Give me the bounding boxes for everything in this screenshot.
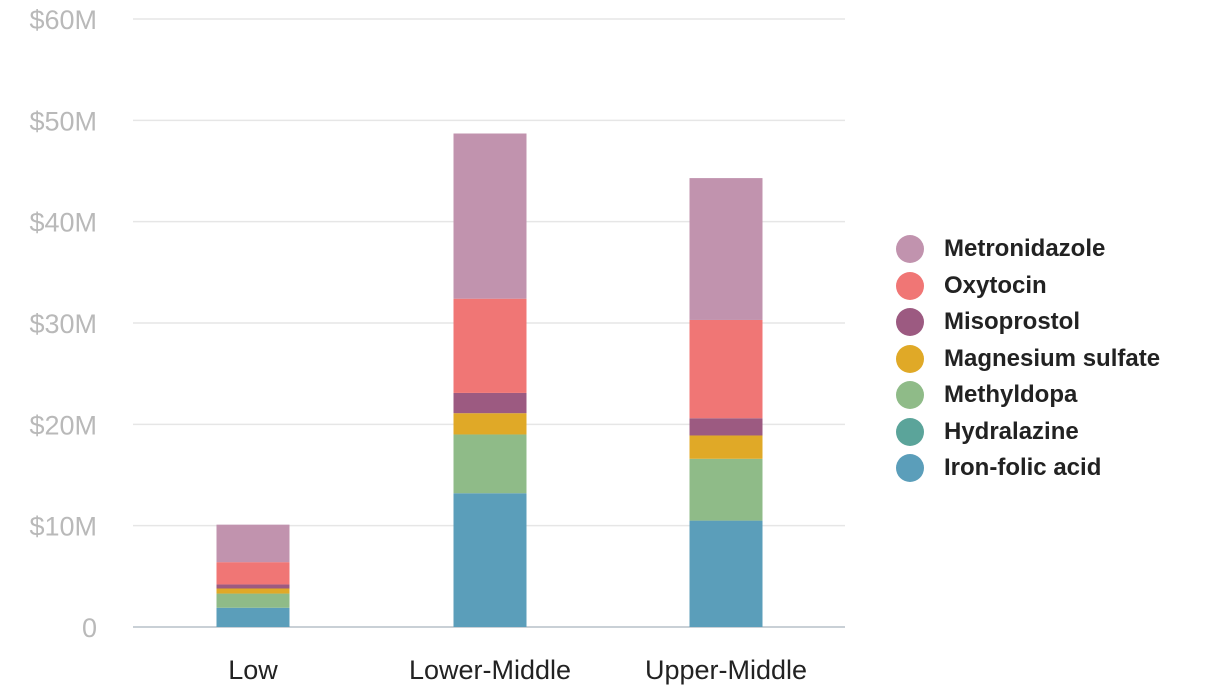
- bar-segment: [454, 393, 527, 413]
- y-tick-label: $30M: [29, 309, 97, 339]
- legend-label: Magnesium sulfate: [944, 345, 1160, 373]
- bar-segment: [454, 134, 527, 299]
- legend-item: Hydralazine: [896, 414, 1160, 451]
- bar-segment: [690, 320, 763, 418]
- bar-segment: [690, 418, 763, 435]
- legend-swatch: [896, 418, 924, 446]
- legend-item: Iron-folic acid: [896, 450, 1160, 487]
- legend-label: Oxytocin: [944, 272, 1047, 300]
- bar-segment: [454, 434, 527, 493]
- bar-segment: [690, 435, 763, 458]
- bar-segment: [217, 588, 290, 593]
- y-tick-label: $60M: [29, 5, 97, 35]
- bar-segment: [217, 594, 290, 608]
- legend-label: Iron-folic acid: [944, 454, 1101, 482]
- x-axis: Low Lower-Middle Upper-Middle: [228, 655, 807, 685]
- bar-segment: [690, 459, 763, 521]
- x-tick-label: Upper-Middle: [645, 655, 807, 685]
- bar-segment: [690, 521, 763, 627]
- y-tick-label: $40M: [29, 208, 97, 238]
- legend-label: Methyldopa: [944, 381, 1077, 409]
- legend-label: Metronidazole: [944, 235, 1105, 263]
- legend-label: Hydralazine: [944, 418, 1079, 446]
- bar-segment: [217, 608, 290, 627]
- legend-item: Misoprostol: [896, 304, 1160, 341]
- y-tick-label: $10M: [29, 512, 97, 542]
- legend-label: Misoprostol: [944, 308, 1080, 336]
- legend-swatch: [896, 345, 924, 373]
- bar-segment: [217, 584, 290, 588]
- x-tick-label: Lower-Middle: [409, 655, 571, 685]
- legend-swatch: [896, 308, 924, 336]
- legend-swatch: [896, 235, 924, 263]
- bar-segment: [217, 525, 290, 562]
- legend-item: Methyldopa: [896, 377, 1160, 414]
- legend-swatch: [896, 272, 924, 300]
- bar-segment: [454, 413, 527, 434]
- legend-item: Magnesium sulfate: [896, 341, 1160, 378]
- bars: [217, 134, 763, 627]
- y-tick-label: $50M: [29, 106, 97, 136]
- x-tick-label: Low: [228, 655, 278, 685]
- legend: Metronidazole Oxytocin Misoprostol Magne…: [896, 231, 1160, 487]
- y-tick-label: $20M: [29, 410, 97, 440]
- legend-swatch: [896, 381, 924, 409]
- y-tick-label: 0: [82, 613, 97, 643]
- bar-segment: [454, 493, 527, 627]
- bar-segment: [690, 178, 763, 320]
- bar-segment: [217, 562, 290, 584]
- legend-item: Metronidazole: [896, 231, 1160, 268]
- y-axis: 0 $10M $20M $30M $40M $50M $60M: [29, 5, 97, 643]
- legend-item: Oxytocin: [896, 268, 1160, 305]
- legend-swatch: [896, 454, 924, 482]
- bar-segment: [454, 299, 527, 393]
